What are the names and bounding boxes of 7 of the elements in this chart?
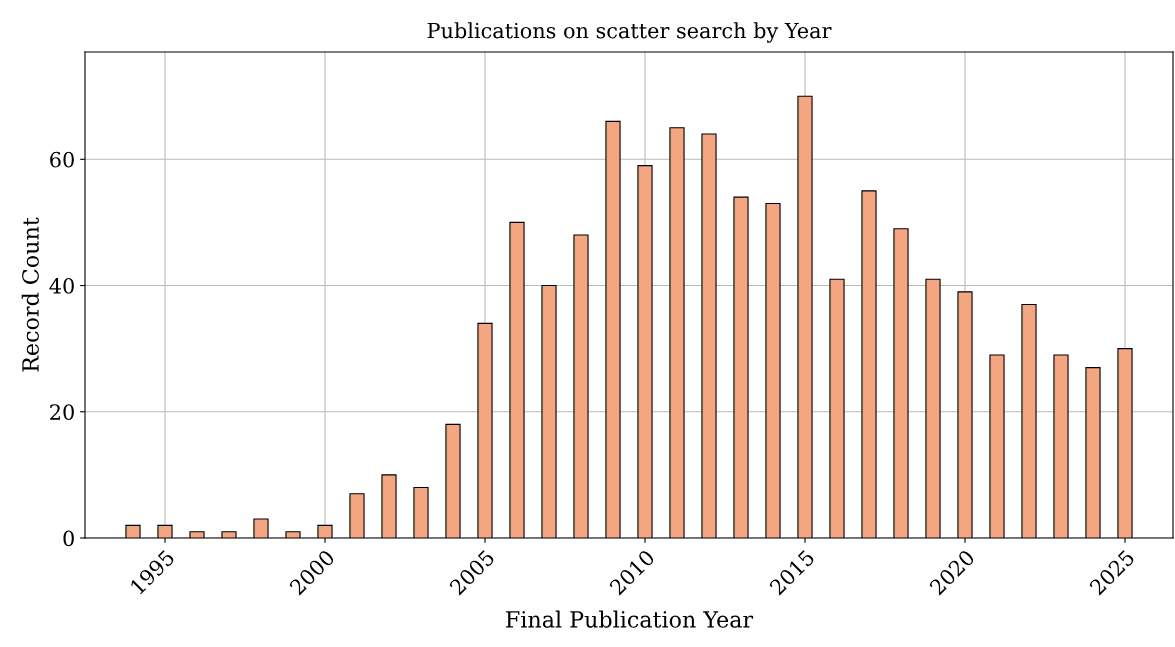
chart-title: Publications on scatter search by Year (427, 22, 832, 43)
y-axis-title: Record Count (21, 217, 39, 372)
y-tick-label: 40 (49, 277, 74, 294)
y-tick-label: 60 (50, 151, 74, 168)
y-tick-label: 20 (50, 404, 74, 420)
y-tick-label: 0 (63, 530, 74, 547)
x-axis-title: Final Publication Year (506, 610, 754, 628)
